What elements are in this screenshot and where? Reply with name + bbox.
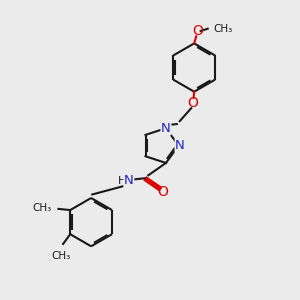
- Text: O: O: [192, 24, 203, 38]
- Text: H: H: [118, 176, 126, 186]
- Text: O: O: [157, 185, 168, 200]
- Text: N: N: [161, 122, 171, 135]
- Text: N: N: [175, 139, 185, 152]
- Text: CH₃: CH₃: [52, 251, 71, 261]
- Text: CH₃: CH₃: [32, 203, 52, 213]
- Text: CH₃: CH₃: [213, 24, 232, 34]
- Text: O: O: [188, 96, 198, 110]
- Text: N: N: [124, 174, 134, 187]
